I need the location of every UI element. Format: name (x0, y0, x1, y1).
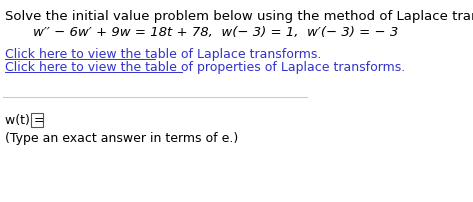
Text: Click here to view the table of Laplace transforms.: Click here to view the table of Laplace … (5, 48, 322, 61)
Text: Solve the initial value problem below using the method of Laplace transforms.: Solve the initial value problem below us… (5, 10, 473, 23)
Text: w(t) =: w(t) = (5, 114, 49, 127)
FancyBboxPatch shape (31, 113, 43, 127)
Text: Click here to view the table of properties of Laplace transforms.: Click here to view the table of properti… (5, 61, 405, 74)
Text: (Type an exact answer in terms of e.): (Type an exact answer in terms of e.) (5, 132, 238, 145)
Text: w′′ − 6w′ + 9w = 18t + 78,  w(− 3) = 1,  w′(− 3) = − 3: w′′ − 6w′ + 9w = 18t + 78, w(− 3) = 1, w… (33, 26, 398, 39)
